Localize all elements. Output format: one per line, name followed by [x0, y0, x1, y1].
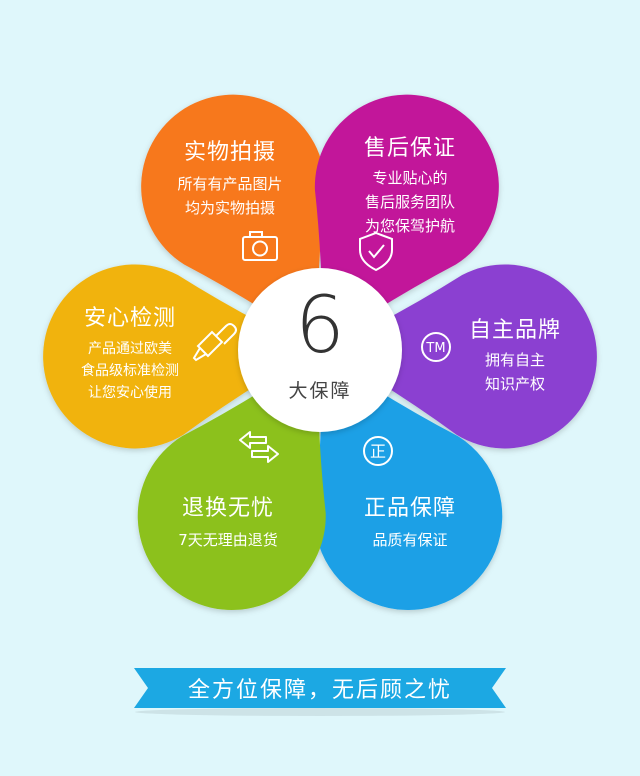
petal-genuine-line: 品质有保证 — [372, 531, 448, 549]
petal-photo-body: 所有有产品图片 均为实物拍摄 — [150, 172, 310, 220]
svg-text:正: 正 — [370, 442, 386, 461]
petal-brand-shape — [325, 264, 597, 449]
petal-brand-line: 拥有自主 — [484, 351, 545, 369]
petal-photo-line: 所有有产品图片 — [177, 175, 283, 193]
petal-safe: 安心检测 产品通过欧美 食品级标准检测 让您安心使用 — [60, 300, 200, 404]
petal-photo-line: 均为实物拍摄 — [184, 199, 275, 217]
banner-text: 全方位保障，无后顾之忧 — [187, 678, 452, 703]
petal-safe-line: 食品级标准检测 — [81, 363, 179, 379]
petal-safe-title: 安心检测 — [83, 306, 176, 331]
shield-check-icon — [359, 231, 393, 272]
petal-service-body: 专业贴心的 售后服务团队 为您保驾护航 — [330, 166, 490, 238]
petal-brand-line: 知识产权 — [484, 375, 545, 393]
tm-icon: TM — [421, 332, 451, 362]
center-label: 大保障 — [288, 380, 352, 402]
zheng-icon: 正 — [363, 436, 393, 466]
petal-service: 售后保证 专业贴心的 售后服务团队 为您保驾护航 — [330, 130, 490, 238]
petal-service-line: 售后服务团队 — [364, 193, 455, 211]
petal-safe-line: 产品通过欧美 — [88, 341, 172, 357]
petal-service-line: 为您保驾护航 — [364, 217, 455, 235]
petal-service-title: 售后保证 — [363, 136, 456, 161]
center-number: 6 — [295, 281, 345, 371]
petal-return-line: 7天无理由退货 — [178, 531, 278, 549]
petal-genuine: 正品保障 品质有保证 — [330, 490, 490, 552]
center-circle — [238, 268, 402, 432]
petal-photo: 实物拍摄 所有有产品图片 均为实物拍摄 — [150, 134, 310, 220]
petal-photo-title: 实物拍摄 — [183, 140, 276, 165]
petal-genuine-body: 品质有保证 — [330, 528, 490, 552]
camera-icon — [242, 231, 278, 261]
petal-safe-body: 产品通过欧美 食品级标准检测 让您安心使用 — [60, 338, 200, 404]
petal-safe-shape — [43, 264, 315, 449]
petal-service-line: 专业贴心的 — [372, 169, 448, 187]
petal-return: 退换无忧 7天无理由退货 — [148, 490, 308, 552]
bottom-ribbon — [134, 668, 506, 716]
petal-return-body: 7天无理由退货 — [148, 528, 308, 552]
petal-brand-body: 拥有自主 知识产权 — [455, 348, 575, 396]
dropper-icon — [192, 323, 237, 362]
petal-genuine-title: 正品保障 — [363, 496, 456, 521]
petal-return-title: 退换无忧 — [181, 496, 274, 521]
exchange-arrows-icon — [239, 431, 279, 463]
petal-brand: 自主品牌 拥有自主 知识产权 — [455, 312, 575, 396]
petal-safe-line: 让您安心使用 — [88, 385, 172, 401]
svg-text:TM: TM — [425, 341, 445, 356]
petal-brand-title: 自主品牌 — [468, 318, 561, 343]
